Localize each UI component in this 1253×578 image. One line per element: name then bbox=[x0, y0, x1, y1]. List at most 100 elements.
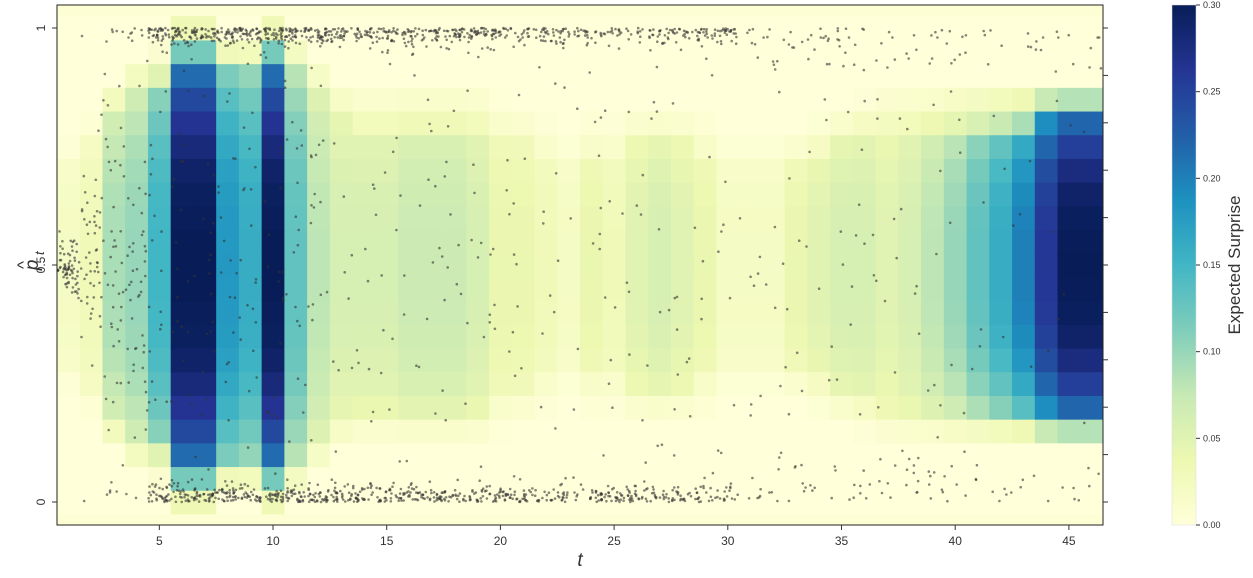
scatter-point bbox=[201, 27, 204, 31]
scatter-point bbox=[472, 163, 475, 166]
scatter-point bbox=[473, 492, 476, 495]
heatmap-cell bbox=[784, 39, 808, 65]
heatmap-cell bbox=[511, 253, 536, 278]
scatter-point bbox=[400, 499, 403, 502]
heatmap-cell bbox=[443, 395, 467, 420]
scatter-point bbox=[176, 295, 179, 299]
scatter-point bbox=[658, 496, 662, 499]
scatter-point bbox=[764, 283, 768, 286]
scatter-point bbox=[195, 37, 199, 40]
heatmap-cell bbox=[761, 324, 786, 349]
scatter-point bbox=[144, 428, 148, 431]
heatmap-cell bbox=[534, 87, 558, 112]
heatmap-cell bbox=[602, 324, 627, 349]
heatmap-cell bbox=[1080, 442, 1103, 468]
scatter-point bbox=[339, 489, 342, 493]
heatmap-cell bbox=[329, 39, 354, 65]
scatter-point bbox=[1018, 212, 1022, 216]
scatter-point bbox=[679, 48, 683, 52]
heatmap-cell bbox=[125, 134, 149, 159]
heatmap-cell bbox=[921, 158, 945, 183]
heatmap-cell bbox=[170, 158, 195, 183]
heatmap-cell bbox=[625, 395, 649, 420]
heatmap-cell bbox=[989, 253, 1013, 278]
scatter-point bbox=[176, 43, 180, 46]
scatter-point bbox=[93, 194, 97, 198]
scatter-point bbox=[886, 66, 889, 69]
scatter-point bbox=[214, 496, 217, 500]
scatter-point bbox=[565, 493, 569, 497]
scatter-point bbox=[726, 27, 729, 31]
heatmap-cell bbox=[648, 253, 672, 278]
scatter-point bbox=[626, 494, 630, 497]
scatter-point bbox=[569, 217, 572, 220]
scatter-point bbox=[747, 497, 751, 500]
heatmap-cell bbox=[602, 110, 627, 136]
scatter-point bbox=[492, 29, 496, 32]
heatmap-cell bbox=[193, 371, 217, 396]
heatmap-cell bbox=[57, 371, 81, 396]
scatter-point bbox=[208, 499, 211, 502]
scatter-point bbox=[420, 39, 424, 42]
scatter-point bbox=[963, 450, 966, 454]
scatter-point bbox=[875, 59, 878, 62]
scatter-point bbox=[77, 296, 80, 300]
heatmap-cell bbox=[1057, 205, 1081, 231]
scatter-point bbox=[280, 28, 283, 32]
scatter-point bbox=[1032, 474, 1036, 478]
heatmap-cell bbox=[329, 395, 354, 420]
scatter-point bbox=[220, 487, 224, 491]
heatmap-cell bbox=[489, 87, 513, 112]
scatter-point bbox=[148, 350, 152, 353]
scatter-point bbox=[479, 497, 483, 500]
heatmap-cell bbox=[1012, 158, 1036, 183]
heatmap-cell bbox=[830, 158, 854, 183]
scatter-point bbox=[277, 376, 281, 380]
scatter-point bbox=[373, 187, 376, 190]
scatter-point bbox=[238, 26, 241, 30]
scatter-point bbox=[278, 29, 281, 33]
scatter-point bbox=[319, 200, 322, 204]
scatter-point bbox=[82, 499, 86, 503]
scatter-point bbox=[611, 406, 614, 410]
scatter-point bbox=[893, 371, 897, 374]
scatter-point bbox=[582, 29, 585, 32]
heatmap-cell bbox=[648, 371, 672, 396]
scatter-point bbox=[833, 465, 837, 468]
scatter-point bbox=[940, 488, 944, 492]
scatter-point bbox=[336, 30, 339, 34]
heatmap-cell bbox=[693, 229, 718, 254]
scatter-point bbox=[110, 481, 113, 484]
scatter-point bbox=[384, 490, 388, 494]
scatter-point bbox=[75, 250, 78, 254]
scatter-point bbox=[720, 42, 723, 46]
scatter-point bbox=[703, 476, 706, 480]
scatter-point bbox=[746, 31, 749, 35]
heatmap-cell bbox=[693, 371, 718, 396]
heatmap-cell bbox=[943, 182, 968, 207]
scatter-point bbox=[628, 491, 631, 494]
scatter-point bbox=[283, 86, 287, 89]
heatmap-cell bbox=[966, 134, 990, 159]
heatmap-cell bbox=[1057, 87, 1081, 112]
heatmap-cell bbox=[989, 134, 1013, 159]
heatmap-cell bbox=[739, 395, 763, 420]
scatter-point bbox=[591, 491, 594, 494]
colorbar-tick-label: 0.10 bbox=[1203, 347, 1221, 357]
heatmap-cell bbox=[898, 324, 922, 349]
scatter-point bbox=[142, 350, 145, 354]
scatter-point bbox=[131, 269, 135, 273]
scatter-point bbox=[147, 496, 150, 500]
heatmap-cell bbox=[534, 229, 558, 254]
scatter-point bbox=[314, 491, 317, 495]
scatter-point bbox=[98, 226, 101, 229]
heatmap-cell bbox=[580, 16, 604, 41]
scatter-point bbox=[485, 485, 489, 488]
heatmap-cell bbox=[875, 16, 899, 41]
heatmap-cell bbox=[238, 229, 263, 254]
scatter-point bbox=[67, 266, 71, 269]
scatter-point bbox=[512, 475, 516, 478]
heatmap-cell bbox=[261, 39, 285, 65]
scatter-point bbox=[477, 55, 480, 59]
heatmap-cell bbox=[943, 63, 968, 88]
